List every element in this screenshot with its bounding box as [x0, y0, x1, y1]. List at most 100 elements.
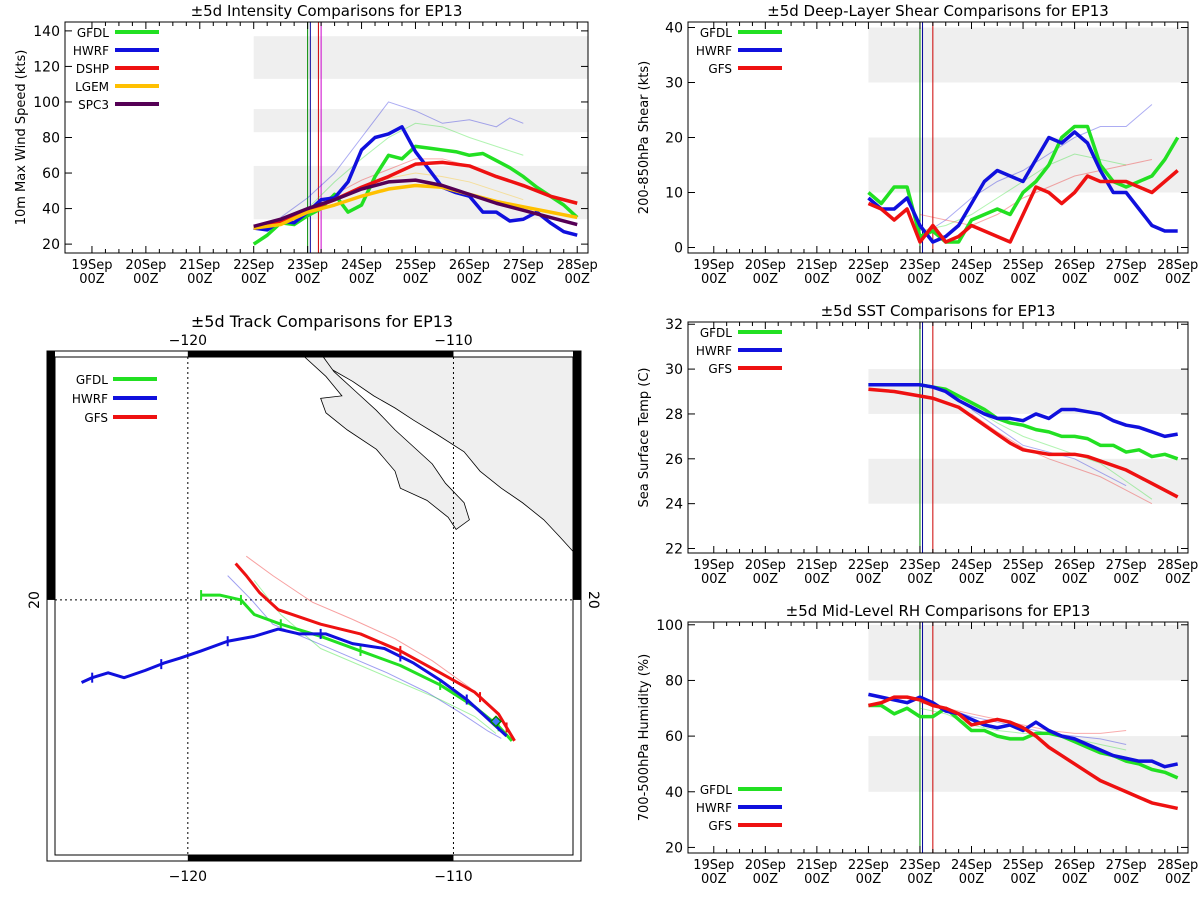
rh-title: ±5d Mid-Level RH Comparisons for EP13 [786, 602, 1091, 620]
sst-xtick-hour-1: 00Z [753, 572, 779, 587]
shear-xtick-day-0: 19Sep [693, 258, 734, 273]
rh-xtick-day-4: 23Sep [899, 858, 940, 873]
intensity-series-LGEM [253, 183, 578, 230]
intensity-xtick-hour-4: 00Z [295, 272, 321, 287]
intensity-xtick-day-1: 20Sep [125, 258, 166, 273]
intensity-xtick-hour-2: 00Z [187, 272, 213, 287]
sst-faint-GFS-2 [971, 413, 1153, 505]
rh-xtick-day-5: 24Sep [951, 858, 992, 873]
shear-xtick-day-7: 26Sep [1054, 258, 1095, 273]
rh-xtick-hour-6: 00Z [1010, 872, 1036, 887]
shear-xtick-day-9: 28Sep [1157, 258, 1198, 273]
track-border-left [47, 351, 55, 600]
sst-ytick-label-24: 24 [665, 497, 683, 513]
sst-ytick-label-28: 28 [665, 407, 683, 423]
rh-xtick-hour-4: 00Z [907, 872, 933, 887]
intensity-xtick-hour-3: 00Z [241, 272, 267, 287]
track-lon-label-top--110: −110 [434, 333, 472, 349]
sst-xtick-hour-0: 00Z [701, 572, 727, 587]
sst-xtick-hour-9: 00Z [1165, 572, 1191, 587]
intensity-ytick-label-80: 80 [42, 131, 60, 147]
shear-xtick-hour-7: 00Z [1062, 272, 1088, 287]
rh-ytick-label-60: 60 [665, 729, 683, 745]
intensity-ylabel: 10m Max Wind Speed (kts) [14, 50, 29, 226]
intensity-ytick-label-40: 40 [42, 202, 60, 218]
track-faint-GFS-0 [245, 555, 513, 737]
rh-chart: 2040608010019Sep00Z20Sep00Z21Sep00Z22Sep… [637, 602, 1198, 887]
sst-xtick-hour-6: 00Z [1010, 572, 1036, 587]
intensity-legend-label-LGEM: LGEM [75, 80, 109, 94]
rh-ylabel: 700-500hPa Humidity (%) [637, 654, 652, 821]
sst-frame [687, 321, 1189, 554]
track-series-HWRF [80, 627, 508, 738]
sst-xtick-day-8: 27Sep [1106, 558, 1147, 573]
track-land-mainland [322, 356, 574, 553]
rh-xtick-hour-0: 00Z [701, 872, 727, 887]
intensity-ytick-label-120: 120 [33, 59, 60, 75]
track-border-top [187, 351, 454, 357]
shear-xtick-day-3: 22Sep [848, 258, 889, 273]
track-series-GFDL [201, 593, 514, 742]
shear-xtick-day-5: 24Sep [951, 258, 992, 273]
shear-ytick-label-0: 0 [674, 241, 683, 257]
sst-xtick-hour-2: 00Z [804, 572, 830, 587]
shear-xtick-hour-9: 00Z [1165, 272, 1191, 287]
rh-xtick-day-0: 19Sep [693, 858, 734, 873]
shear-ytick-label-30: 30 [665, 76, 683, 92]
intensity-series-SPC3 [253, 178, 578, 229]
rh-legend-label-HWRF: HWRF [696, 801, 732, 815]
rh-frame [687, 621, 1189, 854]
shear-ylabel: 200-850hPa Shear (kts) [637, 61, 652, 214]
sst-xtick-hour-8: 00Z [1113, 572, 1139, 587]
sst-legend-label-GFS: GFS [708, 362, 732, 376]
track-series-GFS [234, 562, 516, 742]
sst-xtick-day-9: 28Sep [1157, 558, 1198, 573]
track-faint-GFDL-2 [253, 580, 497, 734]
rh-series-HWRF [868, 692, 1179, 769]
shear-xtick-day-4: 23Sep [899, 258, 940, 273]
track-border-bottom [187, 855, 454, 861]
intensity-chart: 2040608010012014019Sep00Z20Sep00Z21Sep00… [14, 2, 598, 287]
rh-xtick-hour-3: 00Z [856, 872, 882, 887]
sst-legend-label-HWRF: HWRF [696, 344, 732, 358]
intensity-xtick-hour-5: 00Z [349, 272, 375, 287]
shear-legend-label-HWRF: HWRF [696, 44, 732, 58]
rh-xtick-day-9: 28Sep [1157, 858, 1198, 873]
shear-xtick-hour-8: 00Z [1113, 272, 1139, 287]
intensity-legend-label-SPC3: SPC3 [78, 98, 109, 112]
intensity-xtick-day-7: 26Sep [449, 258, 490, 273]
intensity-xtick-hour-9: 00Z [564, 272, 590, 287]
intensity-xtick-hour-0: 00Z [79, 272, 105, 287]
rh-xtick-day-7: 26Sep [1054, 858, 1095, 873]
shear-xtick-day-2: 21Sep [796, 258, 837, 273]
track-lat-label-left-20: 20 [27, 591, 43, 609]
shear-xtick-hour-5: 00Z [959, 272, 985, 287]
sst-xtick-day-2: 21Sep [796, 558, 837, 573]
intensity-xtick-hour-7: 00Z [457, 272, 483, 287]
intensity-series-GFDL [252, 144, 579, 246]
sst-xtick-hour-5: 00Z [959, 572, 985, 587]
shear-series-HWRF [867, 130, 1178, 244]
track-lat-label-right-20: 20 [585, 591, 601, 609]
intensity-legend-label-DSHP: DSHP [76, 62, 109, 76]
rh-xtick-hour-5: 00Z [959, 872, 985, 887]
shear-xtick-day-8: 27Sep [1106, 258, 1147, 273]
track-land-baja [303, 356, 470, 531]
shear-ytick-label-10: 10 [665, 186, 683, 202]
track-current-position-marker [489, 715, 503, 728]
intensity-legend-label-HWRF: HWRF [73, 44, 109, 58]
rh-xtick-hour-7: 00Z [1062, 872, 1088, 887]
sst-legend-label-GFDL: GFDL [700, 326, 732, 340]
shear-chart: 01020304019Sep00Z20Sep00Z21Sep00Z22Sep00… [637, 2, 1198, 287]
shear-xtick-day-1: 20Sep [745, 258, 786, 273]
shear-band-0 [868, 137, 1188, 193]
sst-chart: 22242628303219Sep00Z20Sep00Z21Sep00Z22Se… [637, 302, 1198, 587]
track-chart: −120 −120 −110 −110 20 20 ±5d Track Comparison… [27, 312, 601, 885]
track-lon-label-bottom--110: −110 [434, 869, 472, 885]
intensity-xtick-day-9: 28Sep [557, 258, 598, 273]
intensity-band-2 [253, 36, 588, 79]
track-lon-label-top--120: −120 [169, 333, 207, 349]
rh-xtick-day-1: 20Sep [745, 858, 786, 873]
intensity-xtick-day-4: 23Sep [287, 258, 328, 273]
sst-ylabel: Sea Surface Temp (C) [637, 367, 652, 507]
